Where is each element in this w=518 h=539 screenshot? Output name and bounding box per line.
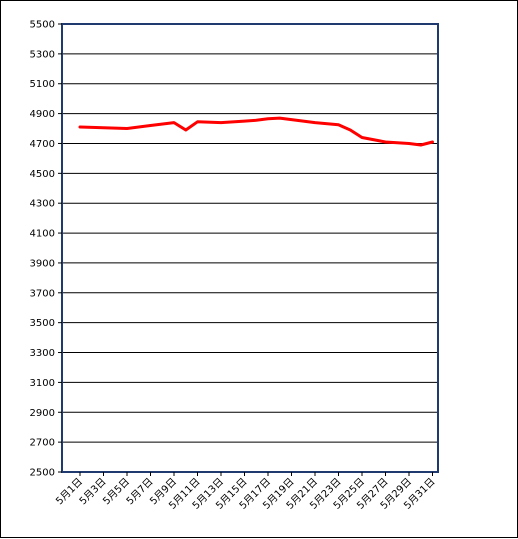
plot-area-border [61,23,439,473]
y-tick-label: 2900 [30,408,55,419]
y-tick-label: 5500 [30,20,55,31]
y-tick-label: 3500 [30,318,55,329]
gridlines [62,53,438,443]
y-tick-label: 3900 [30,258,55,269]
y-tick-label: 3700 [30,288,55,299]
y-tick-label: 4100 [30,229,55,240]
series-line [78,116,434,147]
y-axis: 2500 2700 2900 3100 3300 3500 3700 3900 4100 4300… [30,20,62,479]
y-tick-label: 2500 [30,468,55,479]
y-tick-label: 5100 [30,79,55,90]
y-tick-label: 4500 [30,169,55,180]
series-layer [78,116,434,147]
x-axis: 5月1日5月3日5月5日5月7日5月9日5月11日5月13日5月15日5月17日… [53,472,438,512]
y-tick-label: 4300 [30,199,55,210]
y-tick-label: 5300 [30,49,55,60]
y-tick-label: 3300 [30,348,55,359]
y-tick-label: 4700 [30,139,55,150]
y-tick-label: 2700 [30,438,55,449]
y-tick-label: 4900 [30,109,55,120]
y-tick-label: 3100 [30,378,55,389]
